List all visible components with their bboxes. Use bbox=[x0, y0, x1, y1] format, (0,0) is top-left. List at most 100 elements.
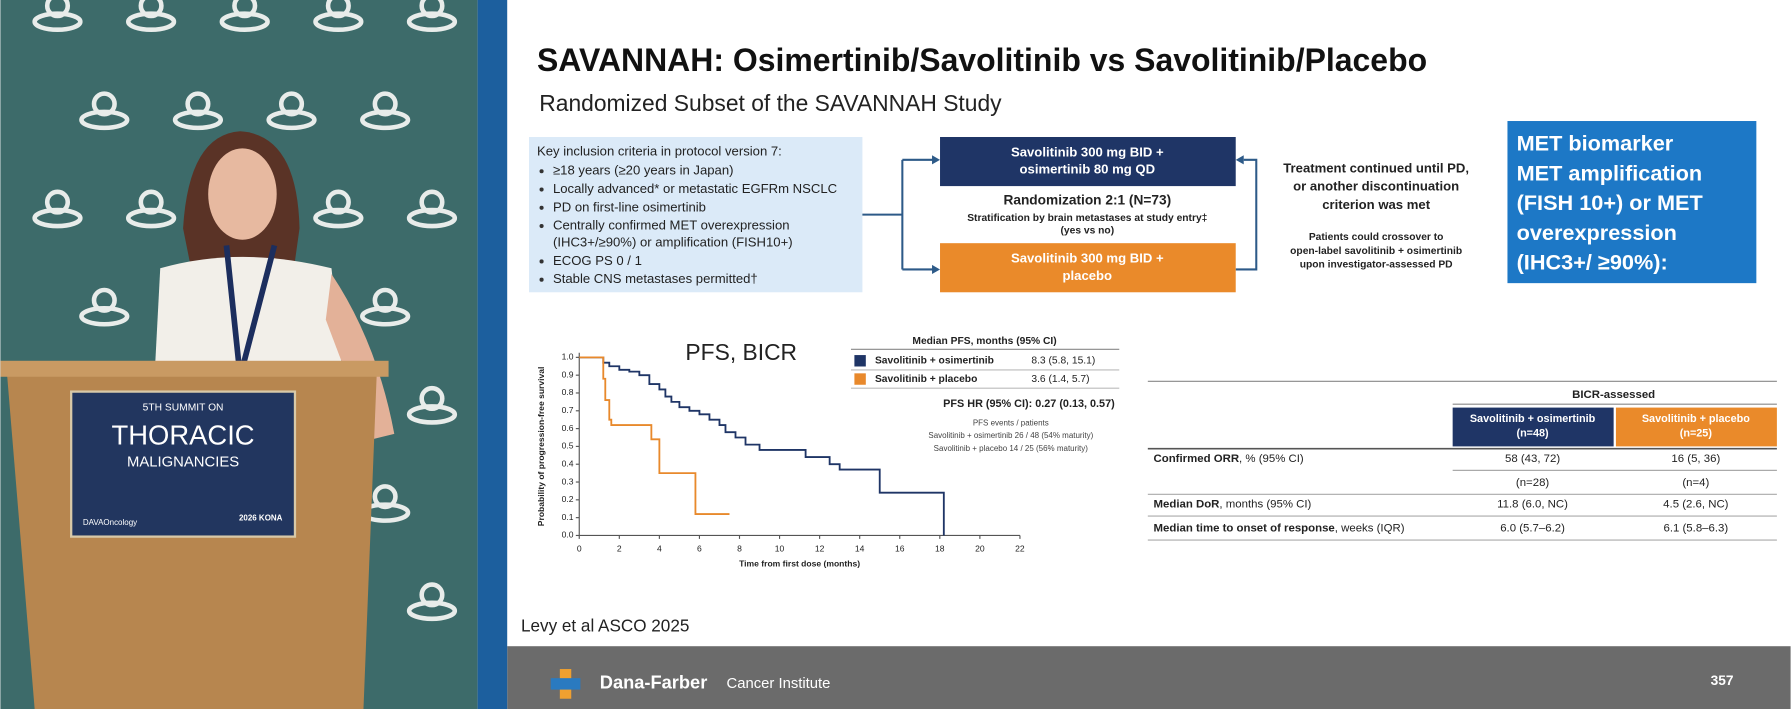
arm-a-box bbox=[940, 137, 1236, 187]
backdrop-logo bbox=[232, 0, 258, 19]
backdrop-logo bbox=[138, 0, 164, 19]
row-label: Confirmed ORR, % (95% CI) bbox=[1154, 453, 1304, 465]
bullet bbox=[539, 259, 544, 264]
met-text: overexpression bbox=[1517, 220, 1677, 245]
events-note: PFS events / patients bbox=[973, 419, 1049, 428]
x-tick-label: 12 bbox=[815, 543, 825, 553]
legend-swatch bbox=[854, 355, 866, 367]
y-tick-label: 0.2 bbox=[562, 494, 574, 504]
treatment-note: or another discontinuation bbox=[1293, 179, 1459, 194]
sign-text: THORACIC bbox=[112, 420, 255, 451]
chart-title: PFS, BICR bbox=[685, 339, 797, 365]
x-tick-label: 2 bbox=[617, 543, 622, 553]
stratification: (yes vs no) bbox=[1060, 225, 1114, 236]
inclusion-item: (IHC3+/≥90%) or amplification (FISH10+) bbox=[553, 235, 793, 250]
backdrop-logo bbox=[138, 189, 164, 215]
header-cell bbox=[1452, 407, 1614, 447]
inclusion-item: Centrally confirmed MET overexpression bbox=[553, 218, 790, 233]
y-tick-label: 0.7 bbox=[562, 405, 574, 415]
speaker-arm bbox=[325, 274, 395, 440]
treatment-note: criterion was met bbox=[1322, 197, 1430, 212]
y-tick-label: 0.3 bbox=[562, 476, 574, 486]
header-cell bbox=[1615, 407, 1777, 447]
row-label: Median DoR, months (95% CI) bbox=[1154, 499, 1312, 511]
inclusion-item: ≥18 years (≥20 years in Japan) bbox=[553, 163, 734, 178]
backdrop-logo bbox=[372, 91, 398, 117]
inclusion-box bbox=[529, 137, 863, 293]
crossover-note: upon investigator-assessed PD bbox=[1300, 260, 1453, 271]
row-label-rest: , weeks (IQR) bbox=[1335, 523, 1405, 535]
inclusion-item: Locally advanced* or metastatic EGFRm NS… bbox=[553, 181, 837, 196]
row-label-bold: Confirmed ORR bbox=[1154, 453, 1240, 465]
arm-text: osimertinib 80 mg QD bbox=[1020, 162, 1155, 177]
backdrop-logo bbox=[44, 189, 71, 215]
table-cell: 11.8 (6.0, NC) bbox=[1497, 499, 1568, 511]
met-text: (IHC3+/ ≥90%): bbox=[1517, 249, 1668, 274]
y-tick-label: 0.4 bbox=[562, 458, 574, 468]
row-label-rest: , % (95% CI) bbox=[1239, 453, 1304, 465]
backdrop-logo bbox=[372, 287, 398, 313]
backdrop-logo bbox=[419, 189, 445, 215]
y-tick-label: 0.5 bbox=[562, 441, 574, 451]
backdrop-logo bbox=[419, 0, 445, 19]
sign-text: 5TH SUMMIT ON bbox=[143, 402, 224, 413]
y-tick-label: 0.0 bbox=[562, 530, 574, 540]
table-cell: 6.1 (5.8–6.3) bbox=[1663, 523, 1728, 535]
y-tick-label: 1.0 bbox=[562, 352, 574, 362]
sign-text: 2026 KONA bbox=[239, 513, 283, 522]
row-label-rest: , months (95% CI) bbox=[1219, 499, 1311, 511]
backdrop-logo bbox=[325, 0, 351, 19]
footer-bar bbox=[507, 646, 1791, 709]
column-header: Savolitinib + placebo bbox=[1642, 413, 1750, 425]
column-header: (n=48) bbox=[1516, 428, 1549, 440]
sign-text: DAVAOncology bbox=[83, 518, 137, 527]
arrow bbox=[1235, 158, 1258, 271]
km-curve bbox=[579, 356, 945, 536]
table-cell: 6.0 (5.7–6.2) bbox=[1500, 523, 1565, 535]
column-header: (n=25) bbox=[1680, 428, 1713, 440]
arm-text: Savolitinib 300 mg BID + bbox=[1011, 144, 1164, 159]
backdrop-logo bbox=[325, 189, 351, 215]
footer-logo bbox=[550, 678, 581, 690]
table-cell: (n=4) bbox=[1682, 477, 1709, 489]
table-cell: 4.5 (2.6, NC) bbox=[1663, 499, 1728, 511]
table-cell: (n=28) bbox=[1516, 477, 1549, 489]
inclusion-item: Stable CNS metastases permitted† bbox=[553, 271, 758, 286]
table-cell: 58 (43, 72) bbox=[1505, 453, 1560, 465]
x-tick-label: 14 bbox=[855, 543, 865, 553]
sign-text: MALIGNANCIES bbox=[127, 454, 239, 470]
y-tick-label: 0.6 bbox=[562, 423, 574, 433]
speaker-face bbox=[208, 148, 277, 240]
arrow bbox=[862, 158, 935, 271]
bullet bbox=[539, 169, 544, 174]
slide-title: SAVANNAH: Osimertinib/Savolitinib vs Sav… bbox=[537, 42, 1427, 78]
arm-text: placebo bbox=[1063, 268, 1113, 283]
hazard-ratio: PFS HR (95% CI): 0.27 (0.13, 0.57) bbox=[943, 398, 1115, 410]
legend-header: Median PFS, months (95% CI) bbox=[912, 336, 1056, 347]
met-text: MET biomarker bbox=[1517, 131, 1674, 156]
page-number: 357 bbox=[1711, 673, 1734, 688]
y-tick-label: 0.1 bbox=[562, 512, 574, 522]
blue-stripe bbox=[477, 0, 508, 709]
legend-label: Savolitinib + placebo bbox=[875, 374, 977, 385]
backdrop-logo bbox=[419, 385, 445, 412]
x-tick-label: 6 bbox=[697, 543, 702, 553]
x-tick-label: 10 bbox=[775, 543, 785, 553]
backdrop-logo bbox=[185, 91, 211, 117]
bullet bbox=[539, 205, 544, 210]
legend-swatch bbox=[854, 373, 866, 385]
met-text: MET amplification bbox=[1517, 160, 1703, 185]
x-tick-label: 18 bbox=[935, 543, 945, 553]
table-cell: 16 (5, 36) bbox=[1671, 453, 1720, 465]
events-note: Savolitinib + placebo 14 / 25 (56% matur… bbox=[934, 444, 1089, 453]
inclusion-heading: Key inclusion criteria in protocol versi… bbox=[537, 143, 782, 158]
treatment-note: Treatment continued until PD, bbox=[1283, 160, 1469, 175]
x-tick-label: 20 bbox=[975, 543, 985, 553]
met-box bbox=[1507, 121, 1757, 284]
row-label-bold: Median time to onset of response bbox=[1154, 523, 1335, 535]
stratification: Stratification by brain metastases at st… bbox=[967, 213, 1207, 224]
events-note: Savolitinib + osimertinib 26 / 48 (54% m… bbox=[928, 431, 1093, 440]
table-group: BICR-assessed bbox=[1572, 389, 1655, 401]
